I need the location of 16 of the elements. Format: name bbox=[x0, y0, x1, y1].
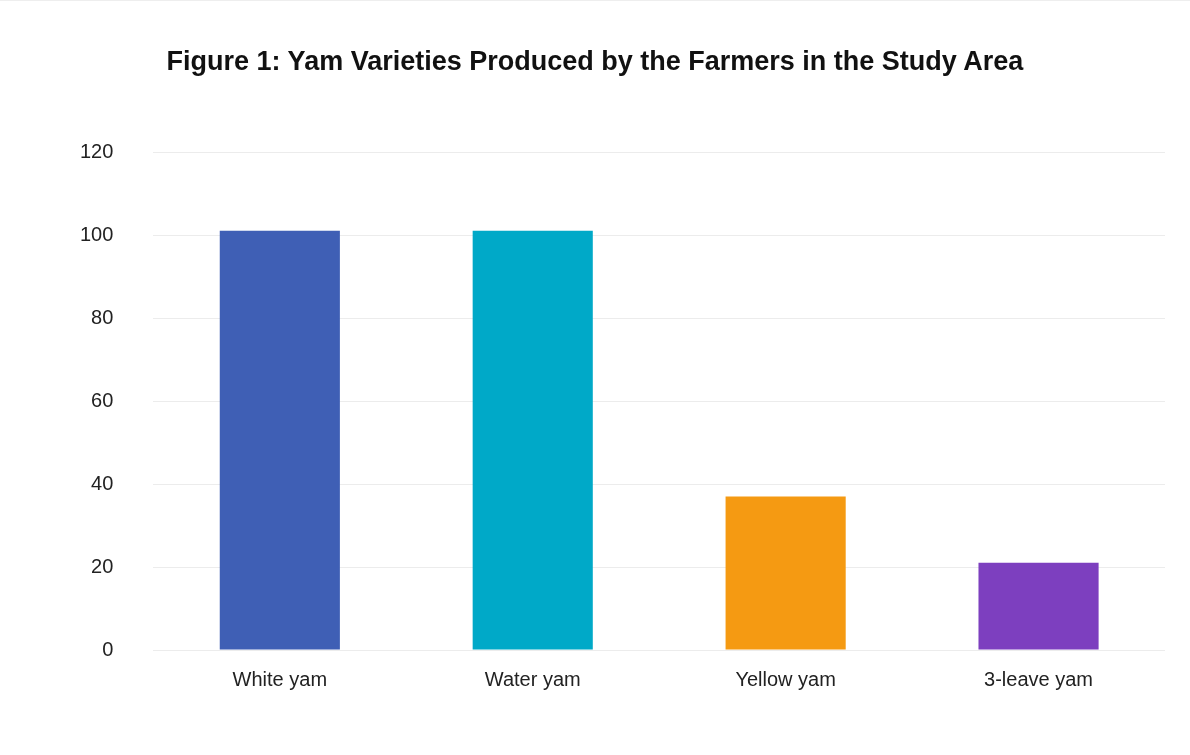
y-tick-label: 40 bbox=[91, 471, 114, 494]
y-tick-label: 120 bbox=[79, 139, 114, 162]
bar bbox=[725, 496, 846, 650]
x-tick-label: Yellow yam bbox=[735, 667, 836, 690]
bar bbox=[978, 562, 1099, 650]
bar bbox=[219, 230, 340, 650]
y-tick-label: 0 bbox=[102, 637, 114, 660]
y-tick-label: 60 bbox=[91, 388, 114, 411]
x-tick-label: 3-leave yam bbox=[984, 667, 1094, 690]
chart-title: Figure 1: Yam Varieties Produced by the Farmers in the Study Area bbox=[0, 0, 1190, 77]
bar bbox=[472, 230, 593, 650]
x-tick-label: Water yam bbox=[484, 667, 581, 690]
x-tick-label: White yam bbox=[232, 667, 328, 690]
y-tick-label: 100 bbox=[79, 222, 114, 245]
y-tick-label: 20 bbox=[91, 554, 114, 577]
y-tick-label: 80 bbox=[91, 305, 114, 328]
